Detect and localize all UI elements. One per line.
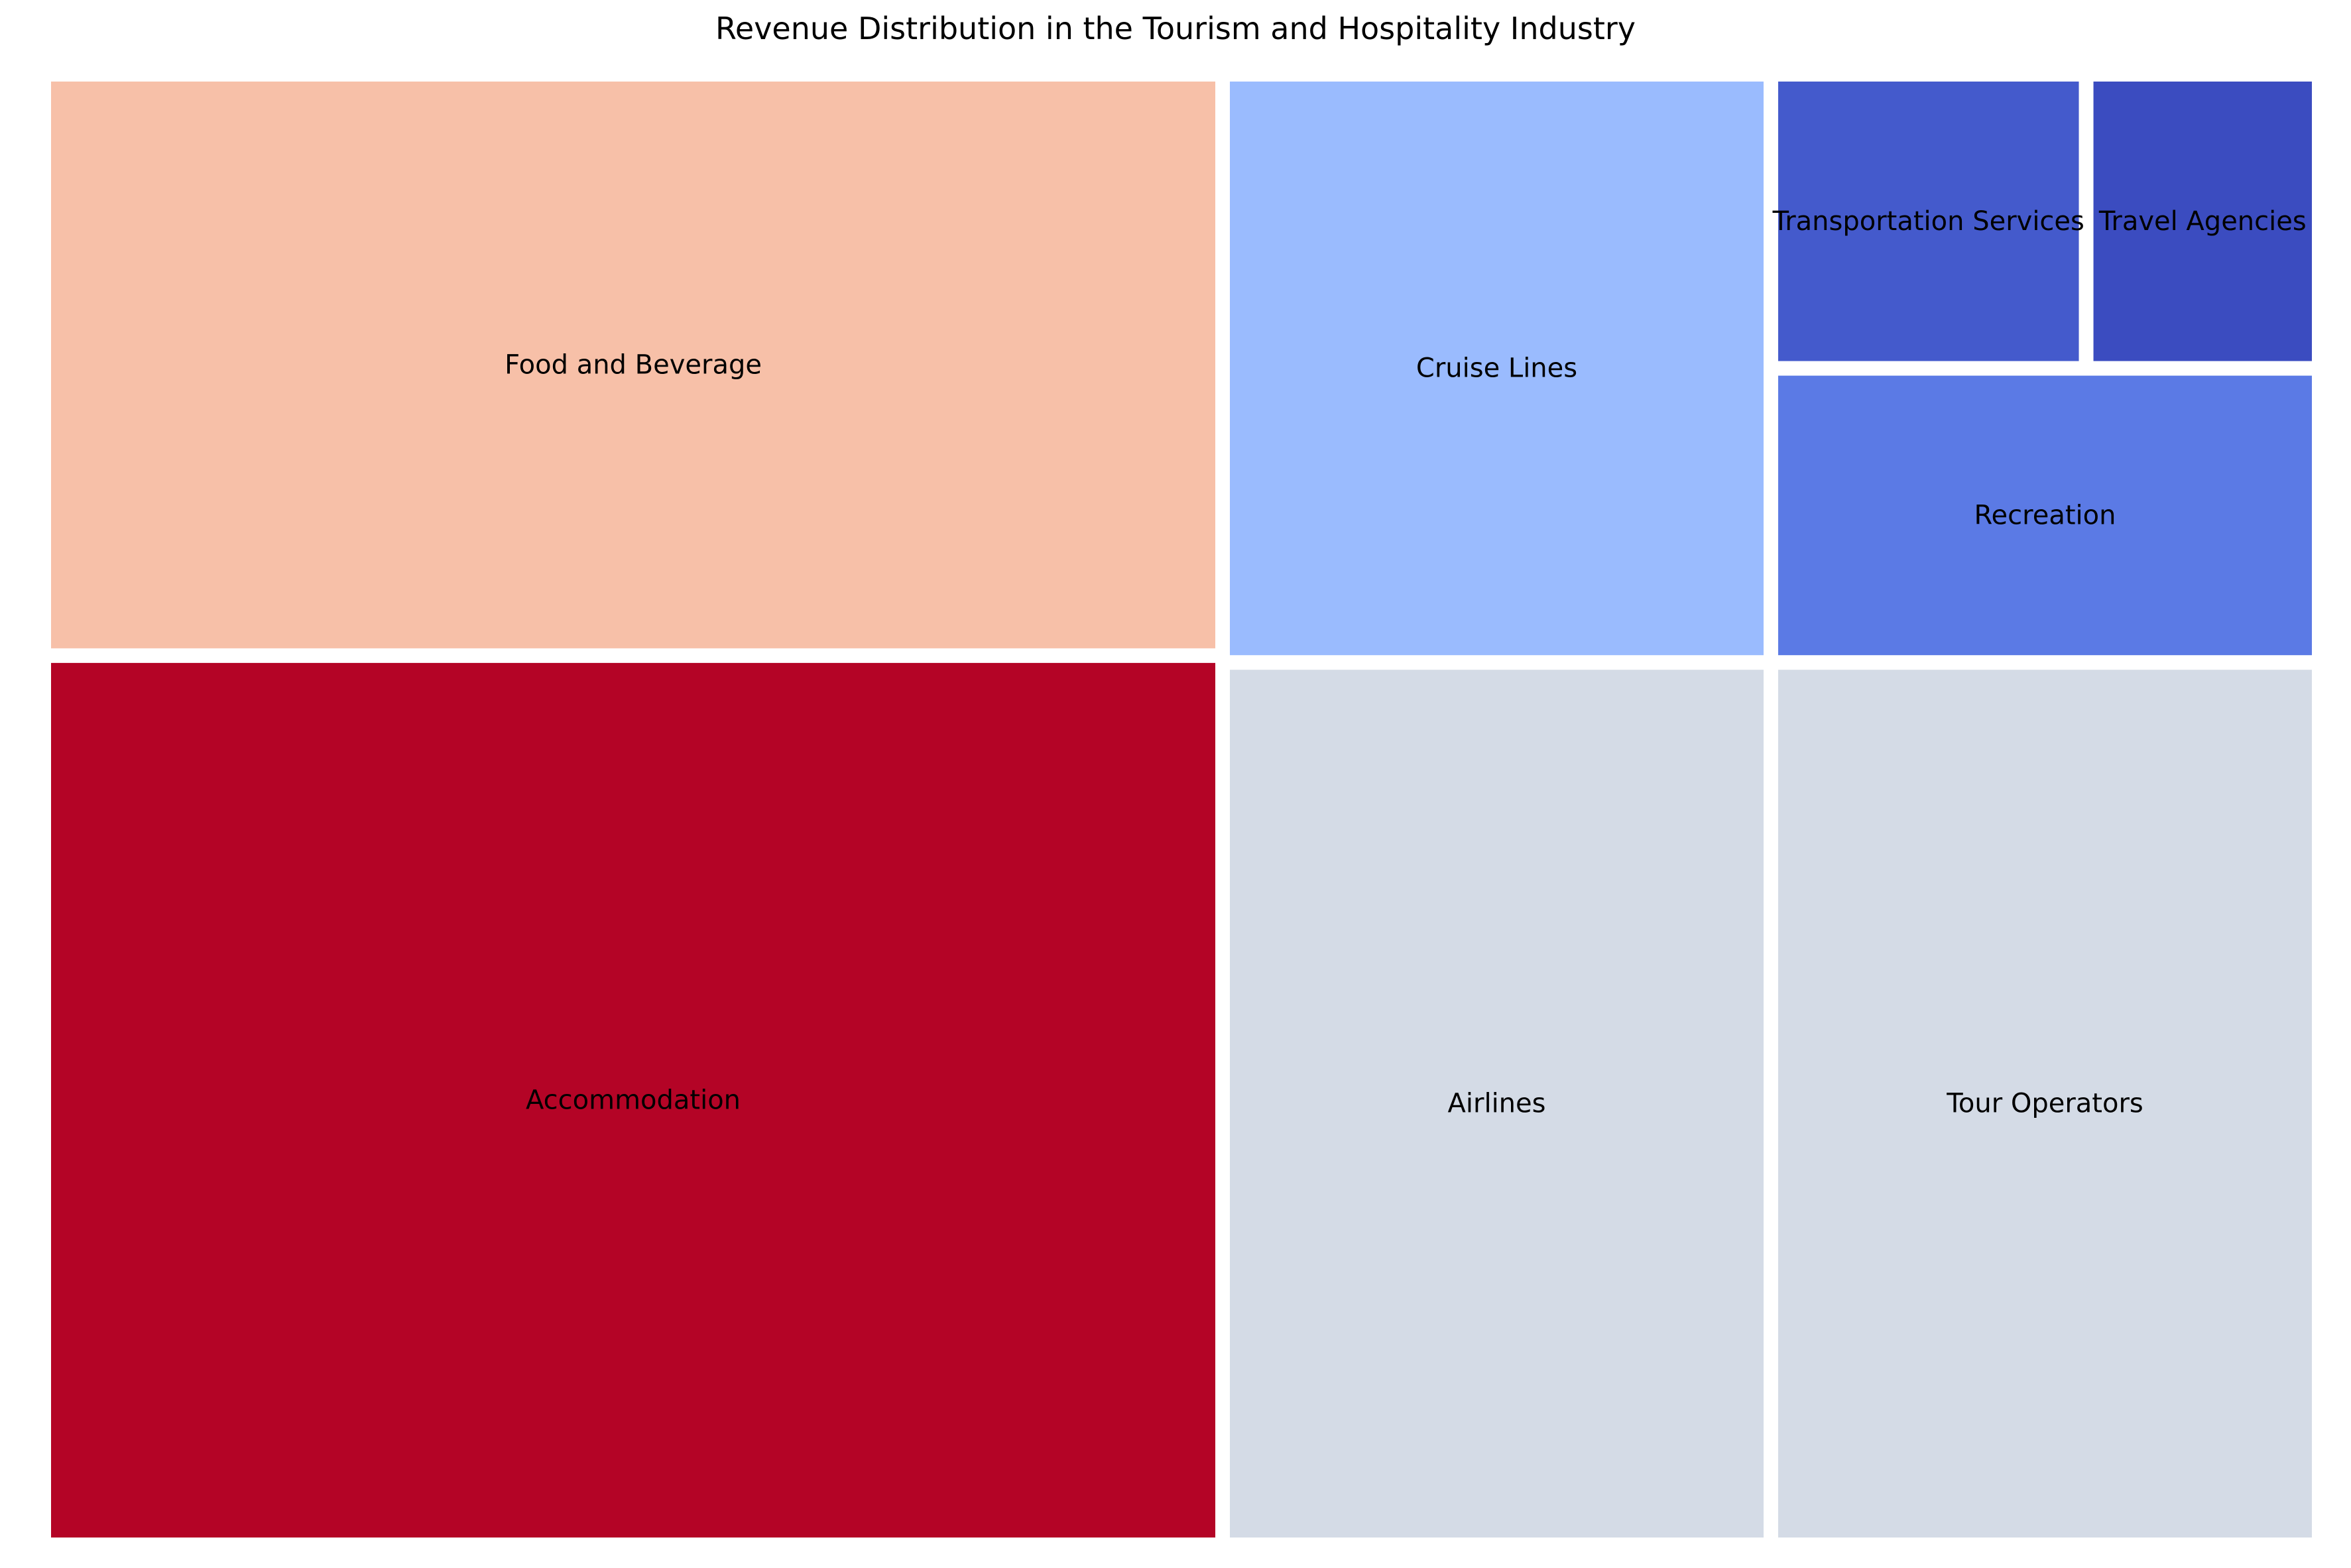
tile-label-accommodation: Accommodation: [526, 1085, 741, 1115]
tile-transportation-services: [1778, 82, 2079, 361]
tile-label-cruise-lines: Cruise Lines: [1416, 353, 1577, 384]
tile-recreation: [1778, 375, 2312, 656]
tile-airlines: [1230, 670, 1764, 1538]
tile-label-travel-agencies: Travel Agencies: [2098, 206, 2307, 237]
chart-title: Revenue Distribution in the Tourism and …: [715, 11, 1636, 46]
tile-accommodation: [51, 662, 1216, 1538]
tile-food-and-beverage: [51, 82, 1216, 648]
tile-tour-operators: [1778, 670, 2312, 1538]
tile-cruise-lines: [1230, 82, 1764, 656]
tile-label-tour-operators: Tour Operators: [1946, 1089, 2143, 1119]
tile-label-food-and-beverage: Food and Beverage: [505, 349, 762, 380]
tile-travel-agencies: [2093, 82, 2312, 361]
tile-label-recreation: Recreation: [1974, 500, 2116, 530]
tile-label-airlines: Airlines: [1448, 1089, 1546, 1119]
tile-label-transportation-services: Transportation Services: [1772, 206, 2084, 237]
